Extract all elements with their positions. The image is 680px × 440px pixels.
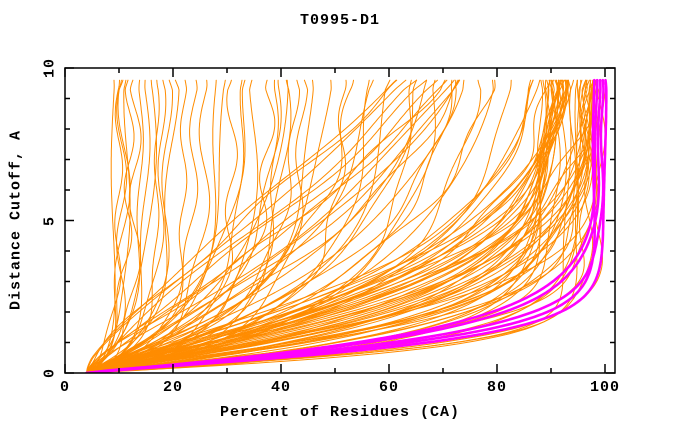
x-tick-label: 100 [589,379,620,396]
highlighted-model-curve [85,78,599,373]
model-curve [86,79,465,373]
model-curve [86,79,534,373]
model-curve [86,79,560,373]
highlighted-model-curve [85,78,596,373]
model-curve [86,79,226,373]
model-curve [86,79,598,373]
model-curve [86,79,245,373]
model-curve [86,79,151,373]
y-tick-label: 10 [41,57,59,79]
model-curve [86,79,438,373]
model-curve [86,79,279,373]
model-curve [86,79,572,373]
x-tick-label: 0 [59,379,70,396]
model-curve [86,79,217,373]
y-axis-label: Distance Cutoff, A [7,129,25,311]
model-curve [86,79,532,373]
model-curve [86,79,199,373]
x-axis-label: Percent of Residues (CA) [219,404,461,421]
model-curve [86,79,131,373]
highlighted-model-curve [85,78,608,373]
model-curve [86,79,596,373]
model-curve [86,79,581,373]
model-curve [86,79,594,373]
model-curve [86,79,446,373]
model-curve [86,79,455,373]
model-curve [86,79,567,373]
axis-ticks [64,67,615,374]
model-curve [86,79,459,373]
model-curve [86,79,541,373]
model-curve [86,79,173,373]
model-curve [86,79,568,373]
y-tick-label: 0 [41,367,59,379]
model-curve [86,79,309,373]
model-curve [86,79,397,373]
model-curve [86,79,188,373]
model-curve [86,79,157,373]
model-curve [86,79,167,373]
model-curve [86,79,116,373]
model-curve [86,79,568,373]
model-curve [86,79,582,373]
model-curve [86,79,374,373]
model-curve [86,79,124,373]
curves-group [85,78,608,373]
x-tick-label: 80 [486,379,507,396]
model-curve [86,79,460,373]
model-curve [86,79,300,373]
model-curve [86,79,128,373]
model-curve [86,79,142,373]
model-curve [86,79,461,373]
model-curve [86,79,561,373]
x-tick-label: 40 [270,379,291,396]
model-curve [86,79,551,373]
model-curve [86,79,144,373]
x-tick-label: 60 [378,379,399,396]
model-curve [86,79,332,373]
model-curve [86,79,568,373]
highlighted-model-curve [85,78,605,373]
x-tick-label: 20 [162,379,183,396]
y-tick-label: 5 [41,215,59,226]
model-curve [86,79,427,373]
model-curve [86,79,607,373]
chart-title: T0995-D1 [299,12,380,29]
model-curve [86,79,577,373]
model-curve [86,79,594,373]
model-curve [86,79,407,373]
model-curve [86,79,534,373]
model-curve [86,79,418,373]
model-curve [86,79,398,373]
model-curve [86,79,135,373]
